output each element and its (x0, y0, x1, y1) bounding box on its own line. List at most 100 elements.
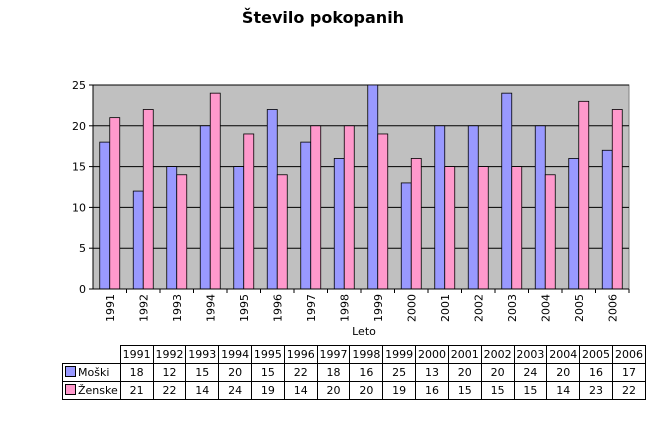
table-year-header: 2005 (579, 345, 613, 364)
legend-entry: Moški (62, 363, 121, 382)
bar-moski (199, 125, 211, 290)
table-cell-value: 20 (316, 381, 351, 400)
x-tick-label: 2004 (539, 294, 552, 322)
table-cell-value: 20 (349, 381, 384, 400)
bar-zenske (276, 174, 288, 290)
bar-zenske (377, 133, 389, 290)
bar-moski (601, 149, 613, 290)
table-cell-value: 14 (546, 381, 581, 400)
x-tick-label: 1998 (338, 294, 351, 322)
table-cell-value: 24 (218, 381, 253, 400)
x-tick-label: 1993 (171, 294, 184, 322)
bar-zenske (209, 92, 221, 290)
bar-zenske (176, 174, 188, 290)
table-cell-value: 17 (611, 363, 646, 382)
table-year-header: 2004 (546, 345, 581, 364)
bar-zenske (511, 166, 523, 290)
table-cell-value: 19 (382, 381, 417, 400)
bar-moski (434, 125, 446, 290)
table-cell-value: 20 (447, 363, 482, 382)
table-cell-value: 15 (447, 381, 482, 400)
x-tick-label: 2006 (606, 294, 619, 322)
bar-moski (501, 92, 513, 290)
chart-title: Število pokopanih (241, 8, 405, 27)
table-year-header: 2001 (447, 345, 482, 364)
legend-key (65, 366, 76, 377)
table-cell-value: 18 (119, 363, 154, 382)
bar-moski (568, 158, 580, 290)
y-tick-label: 15 (72, 161, 86, 174)
table-cell-value: 24 (513, 363, 548, 382)
table-row: Moški 18 12 15 20 15 22 18 16 25 13 20 20 24 20 16 17 (62, 363, 646, 382)
table-cell-value: 22 (283, 363, 318, 382)
x-tick-label: 1999 (372, 294, 385, 322)
data-table: 1991 1992 1993 1994 1995 1996 1997 1998 1999 2000… (62, 345, 646, 400)
y-tick-label: 20 (72, 120, 86, 133)
table-year-header: 1997 (316, 345, 351, 364)
table-cell-value: 16 (349, 363, 384, 382)
bar-moski (266, 109, 278, 290)
bar-moski (233, 166, 245, 290)
x-axis-label: Leto (352, 325, 376, 338)
bar-zenske (343, 125, 355, 290)
bar-moski (300, 141, 312, 290)
bar-zenske (544, 174, 556, 290)
bar-moski (99, 141, 111, 290)
table-year-header: 2006 (611, 345, 646, 364)
table-cell-value: 21 (119, 381, 154, 400)
bar-zenske (410, 158, 422, 290)
bar-moski (166, 166, 178, 290)
table-year-header: 2000 (415, 345, 449, 364)
x-tick-label: 1996 (271, 294, 284, 322)
bar-zenske (444, 166, 456, 290)
bar-moski (467, 125, 479, 290)
bar-zenske (142, 109, 154, 290)
y-tick-label: 10 (72, 201, 86, 214)
bar-zenske (243, 133, 255, 290)
bar-moski (534, 125, 546, 290)
table-cell-value: 12 (152, 363, 187, 382)
legend-entry: Ženske (62, 381, 121, 400)
bar-zenske (611, 109, 623, 290)
table-year-header: 1999 (382, 345, 417, 364)
table-year-header: 2002 (480, 345, 515, 364)
table-corner (63, 346, 121, 364)
table-cell-value: 20 (480, 363, 515, 382)
x-tick-label: 1994 (204, 294, 217, 322)
table-cell-value: 14 (283, 381, 318, 400)
bar-zenske (310, 125, 322, 290)
x-tick-label: 1995 (238, 294, 251, 322)
bar-zenske (578, 100, 590, 290)
table-year-header: 1996 (283, 345, 318, 364)
table-cell-value: 25 (382, 363, 417, 382)
bar-zenske (477, 166, 489, 290)
table-year-header: 2003 (513, 345, 548, 364)
table-cell-value: 16 (579, 363, 613, 382)
x-tick-label: 1991 (104, 294, 117, 322)
table-year-header: 1992 (152, 345, 187, 364)
table-cell-value: 15 (480, 381, 515, 400)
y-tick-label: 0 (79, 283, 86, 296)
table-cell-value: 14 (185, 381, 220, 400)
x-tick-label: 2001 (439, 294, 452, 322)
table-year-header: 1998 (349, 345, 384, 364)
table-cell-value: 23 (579, 381, 613, 400)
legend-key (65, 384, 76, 395)
y-tick-label: 25 (72, 79, 86, 92)
bar-moski (132, 190, 144, 290)
table-year-header: 1994 (218, 345, 253, 364)
y-tick-label: 5 (79, 242, 86, 255)
bar-moski (400, 182, 412, 290)
x-tick-label: 2005 (573, 294, 586, 322)
table-header-row: 1991 1992 1993 1994 1995 1996 1997 1998 1999 2000… (63, 345, 646, 364)
table-year-header: 1995 (251, 345, 285, 364)
x-tick-label: 2002 (472, 294, 485, 322)
table-cell-value: 20 (546, 363, 581, 382)
table-cell-value: 22 (611, 381, 646, 400)
table-cell-value: 16 (415, 381, 449, 400)
x-tick-label: 1992 (137, 294, 150, 322)
table-cell-value: 19 (251, 381, 285, 400)
table-cell-value: 22 (152, 381, 187, 400)
table-cell-value: 20 (218, 363, 253, 382)
